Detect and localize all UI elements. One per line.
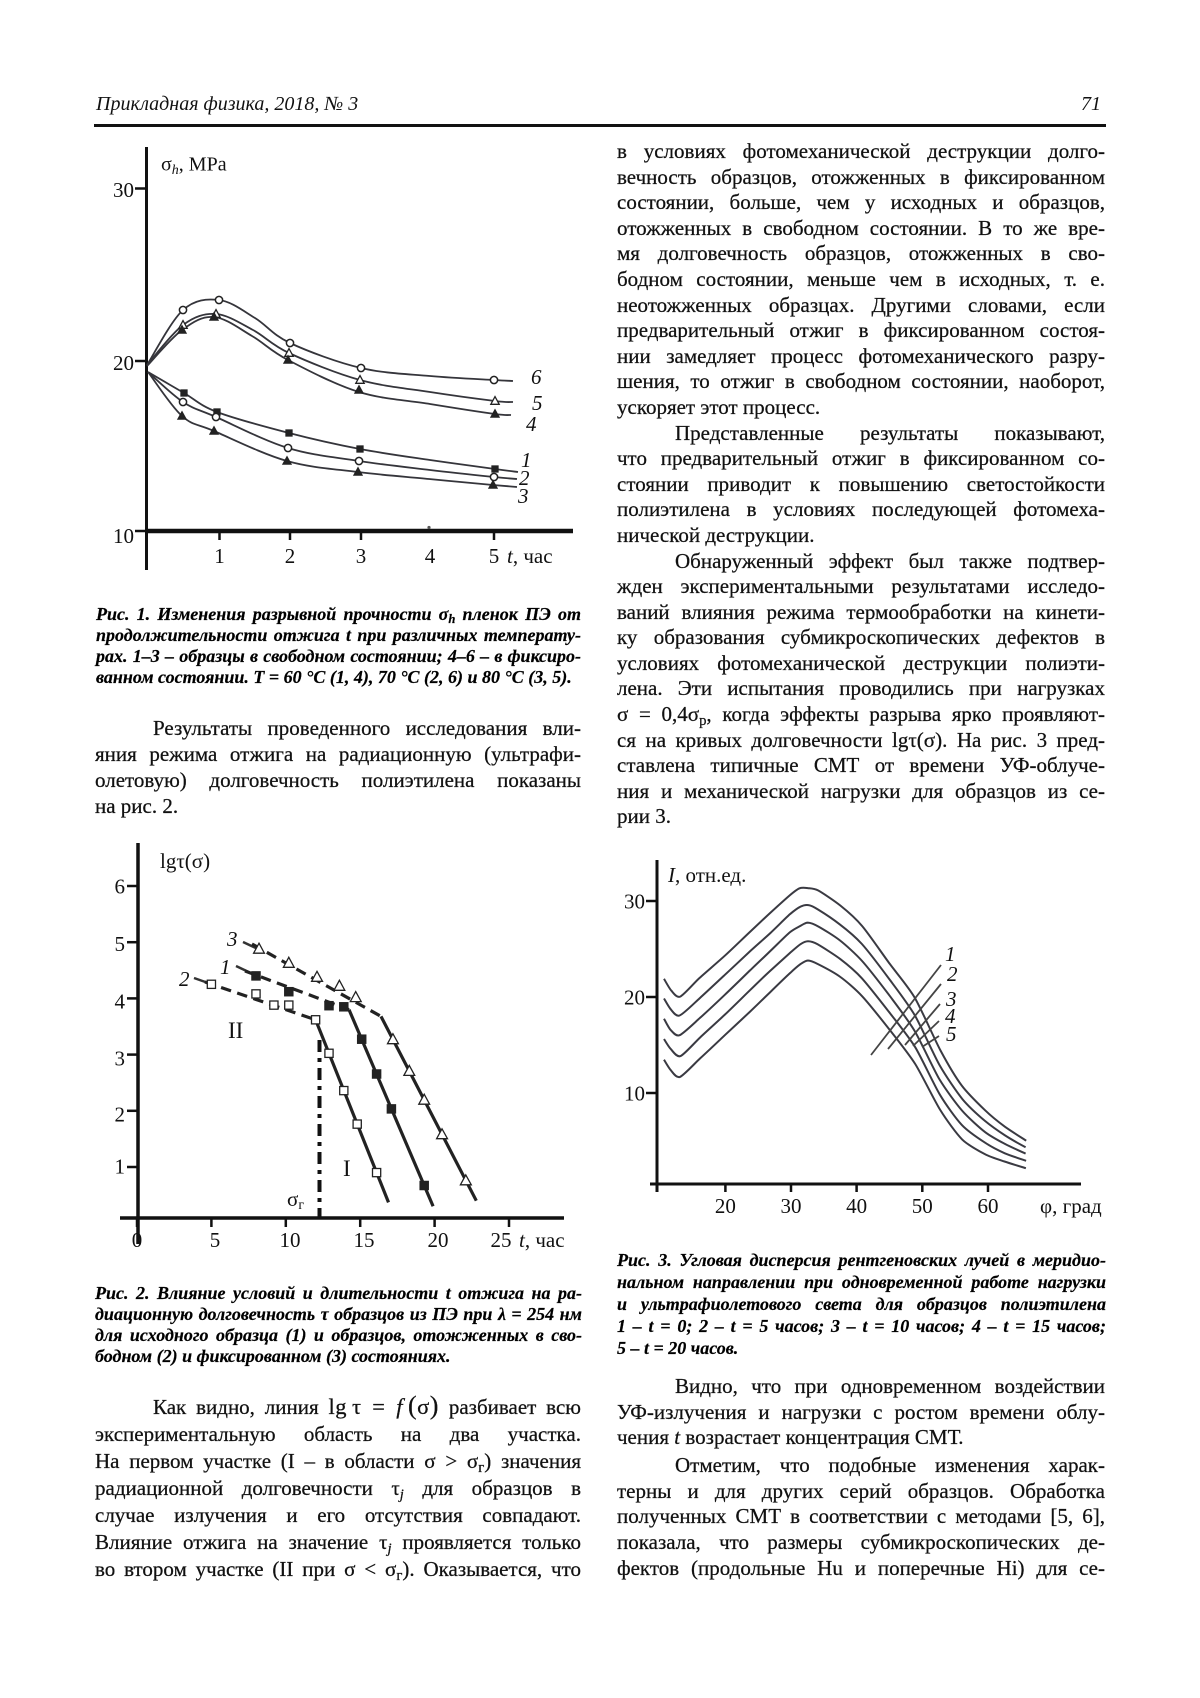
svg-text:1: 1: [214, 544, 225, 568]
svg-text:50: 50: [912, 1194, 933, 1218]
svg-text:2: 2: [179, 967, 190, 991]
svg-text:20: 20: [624, 986, 645, 1010]
svg-text:3: 3: [226, 927, 238, 951]
svg-text:2: 2: [115, 1103, 126, 1127]
svg-text:σh, MPa: σh, MPa: [161, 154, 227, 179]
svg-text:0: 0: [132, 1228, 143, 1252]
svg-text:5: 5: [532, 391, 543, 415]
svg-text:20: 20: [428, 1228, 449, 1252]
svg-text:2: 2: [285, 544, 296, 568]
svg-text:20: 20: [715, 1194, 736, 1218]
svg-text:I: I: [343, 1156, 351, 1181]
svg-text:4: 4: [526, 412, 537, 436]
svg-text:σг: σг: [287, 1187, 304, 1213]
svg-text:30: 30: [781, 1194, 802, 1218]
svg-text:5: 5: [489, 544, 500, 568]
svg-text:φ, град: φ, град: [1040, 1194, 1102, 1218]
svg-text:10: 10: [280, 1228, 301, 1252]
svg-text:t, час: t, час: [507, 544, 553, 568]
svg-text:I, отн.ед.: I, отн.ед.: [667, 863, 746, 887]
svg-text:2: 2: [519, 466, 530, 490]
svg-text:30: 30: [624, 890, 645, 914]
svg-text:5: 5: [946, 1022, 957, 1046]
svg-text:1: 1: [220, 955, 231, 979]
svg-text:10: 10: [113, 524, 134, 548]
svg-text:20: 20: [113, 351, 134, 375]
svg-text:4: 4: [945, 1004, 956, 1028]
svg-text:40: 40: [846, 1194, 867, 1218]
svg-text:5: 5: [115, 932, 126, 956]
svg-text:5: 5: [210, 1228, 221, 1252]
svg-text:15: 15: [354, 1228, 375, 1252]
svg-text:30: 30: [113, 178, 134, 202]
svg-text:t, час: t, час: [519, 1228, 565, 1252]
svg-text:25: 25: [491, 1228, 512, 1252]
svg-text:II: II: [228, 1018, 243, 1043]
svg-text:1: 1: [115, 1155, 126, 1179]
svg-text:3: 3: [945, 987, 957, 1011]
svg-text:1: 1: [521, 448, 532, 472]
svg-text:60: 60: [977, 1194, 998, 1218]
svg-text:3: 3: [115, 1047, 126, 1071]
svg-text:1: 1: [945, 942, 956, 966]
svg-text:4: 4: [115, 990, 126, 1014]
svg-text:10: 10: [624, 1082, 645, 1106]
svg-text:lgτ(σ): lgτ(σ): [160, 849, 210, 873]
svg-text:6: 6: [531, 365, 542, 389]
svg-text:4: 4: [425, 544, 436, 568]
svg-text:2: 2: [947, 962, 958, 986]
svg-text:3: 3: [356, 544, 367, 568]
svg-text:6: 6: [115, 875, 126, 899]
svg-text:3: 3: [517, 484, 529, 508]
